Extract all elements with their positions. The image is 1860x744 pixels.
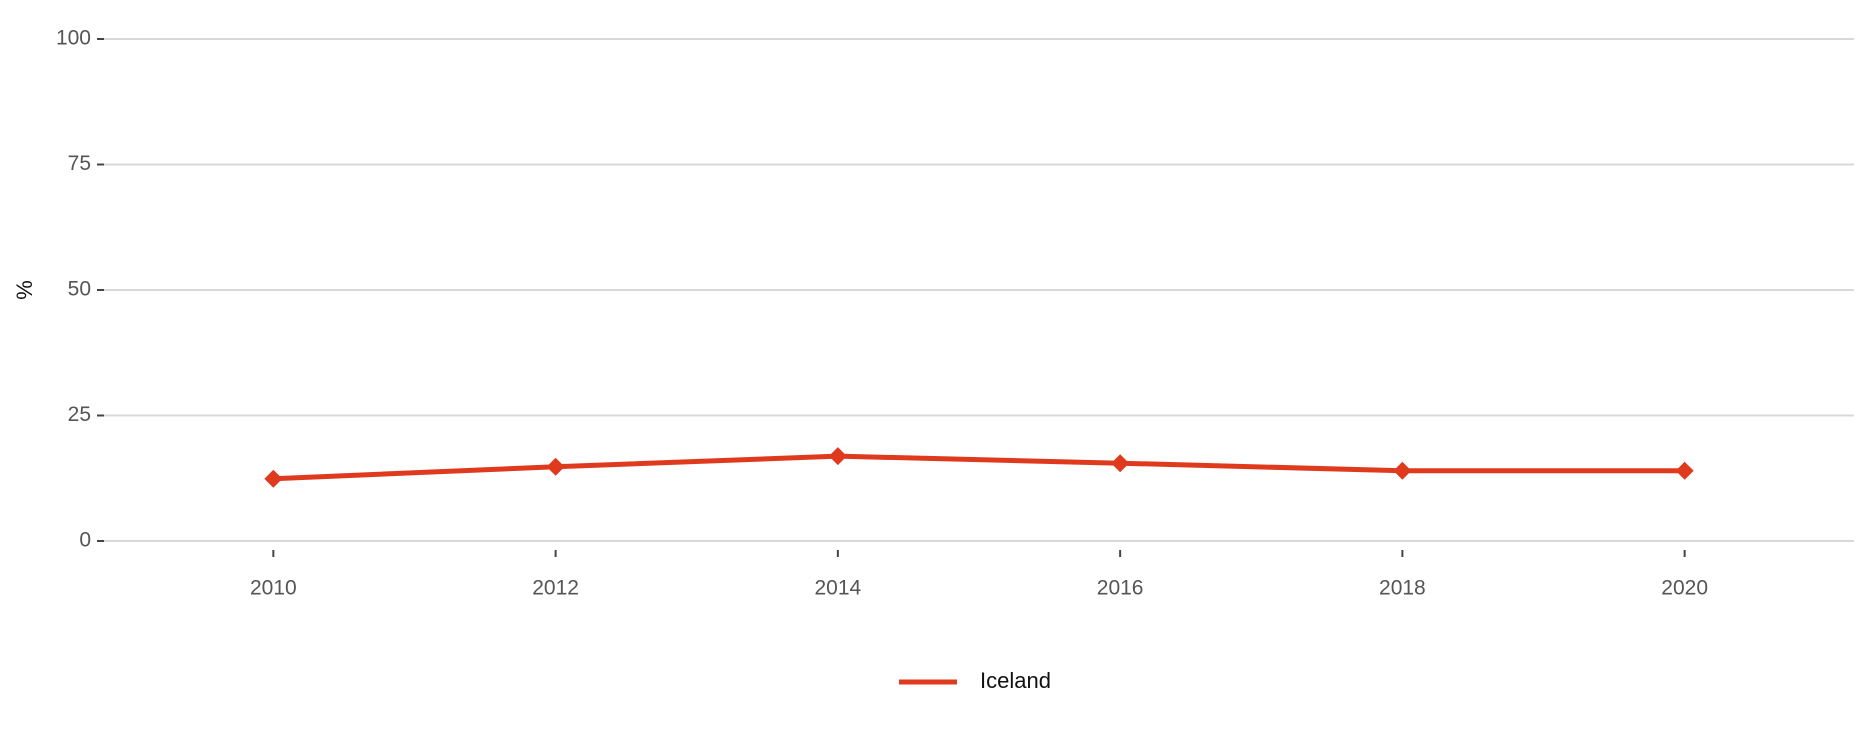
marker xyxy=(828,447,847,466)
line xyxy=(273,453,1685,482)
y-tick-label: 100 xyxy=(56,27,91,50)
x-tick-label: 2020 xyxy=(1661,577,1708,600)
marker xyxy=(546,457,565,476)
y-tick-label: 50 xyxy=(68,278,91,301)
y-tick-label: 0 xyxy=(79,529,91,552)
x-tick-label: 2014 xyxy=(815,577,862,600)
marker xyxy=(264,469,283,488)
x-tick-label: 2016 xyxy=(1097,577,1144,600)
x-tick-label: 2012 xyxy=(532,577,579,600)
y-tick-label: 25 xyxy=(68,403,91,426)
y-tick-label: 75 xyxy=(68,152,91,175)
y-axis-label: % xyxy=(12,280,37,300)
marker xyxy=(1675,461,1694,480)
x-tick-label: 2010 xyxy=(250,577,297,600)
marker xyxy=(1111,454,1130,473)
x-tick-label: 2018 xyxy=(1379,577,1426,600)
legend-label: Iceland xyxy=(980,668,1051,693)
marker xyxy=(1393,461,1412,480)
